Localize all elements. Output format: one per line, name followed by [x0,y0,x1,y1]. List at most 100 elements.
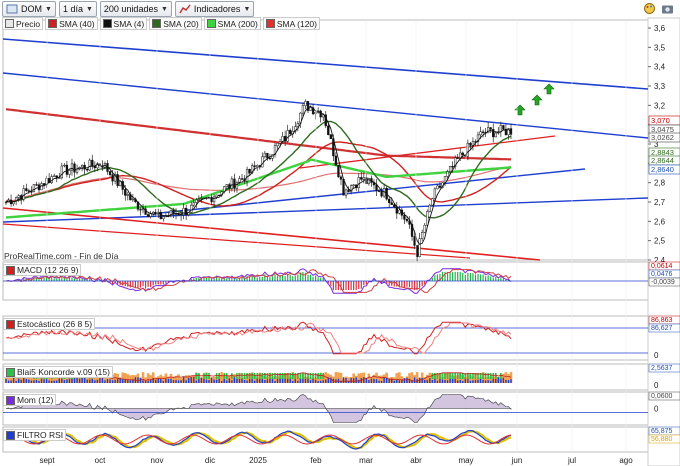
candle [80,164,84,168]
candle [329,134,332,139]
candle [35,184,38,186]
candle [86,169,89,171]
panel-tag-box [648,363,680,373]
candle [278,140,282,144]
interval-selector[interactable]: 1 día ▼ [58,1,97,17]
panel-axis-label: 0 [654,405,659,414]
candle [304,101,307,106]
legend-item[interactable]: SMA (20) [149,17,202,30]
candle [240,178,244,180]
panel-label[interactable]: MACD (12 26 9) [3,264,82,276]
month-label: may [458,456,473,465]
candle [388,198,391,203]
panel-label-text: Estocástico (26 8 5) [17,319,93,329]
momentum-area [5,394,512,423]
panel-label[interactable]: Estocástico (26 8 5) [3,318,96,330]
candle [91,159,94,167]
sma-200-green-line [5,158,512,219]
legend-item[interactable]: SMA (120) [262,17,320,30]
panel-label[interactable]: Mom (12) [3,394,57,406]
candle [276,143,279,146]
symbol-selector[interactable]: DOM ▼ [2,1,56,17]
candle [456,157,459,159]
legend-item[interactable]: SMA (40) [45,17,98,30]
units-label: 200 unidades [103,4,158,14]
panel-tag: 86,627 [651,325,673,332]
candle [162,216,165,220]
panel-label[interactable]: FILTRO RSI [3,429,67,441]
chevron-down-icon: ▼ [160,5,168,13]
candle [230,178,234,189]
panel-tag-box [648,391,680,401]
indicators-button[interactable]: Indicadores ▼ [174,1,255,17]
candle [454,157,457,167]
panel-axis-label: 0 [654,351,659,360]
legend: Precio SMA (40) SMA (4) SMA (20) SMA (200) SM… [2,17,320,30]
candle [375,184,378,192]
price-tick-label: 2,5 [654,237,666,246]
legend-label: SMA (20) [163,18,199,29]
panel-swatch [6,430,15,440]
price-panel-frame [2,19,649,261]
candle [377,190,381,192]
chevron-down-icon: ▼ [45,5,52,13]
candle [281,136,284,142]
candle [53,175,56,177]
panel-tag: 0,0476 [651,271,673,278]
candle [116,174,119,186]
candle [415,245,419,257]
candle [390,202,393,205]
candle [119,181,122,186]
month-label: dic [205,456,215,465]
indicators-icon [179,3,191,15]
panel-label[interactable]: Blai5 Koncorde v.09 (15) [3,366,113,378]
candle [215,194,218,198]
candle [466,142,470,157]
legend-item[interactable]: SMA (200) [203,17,261,30]
candle [108,171,112,175]
month-label: sept [39,456,55,465]
panel-tag: 86,863 [651,317,673,324]
candle [428,204,431,212]
candle [306,101,310,111]
macd-signal-line [6,269,512,293]
units-selector[interactable]: 200 unidades ▼ [99,1,172,17]
candle [42,183,46,186]
candle [448,166,452,172]
candle [141,208,145,211]
color-palette-icon[interactable] [643,2,656,15]
camera-icon[interactable] [661,2,674,15]
candle [22,188,25,200]
candle [311,107,315,115]
legend-label: SMA (120) [276,18,317,29]
trendline [299,135,556,169]
chevron-down-icon: ▼ [243,5,251,13]
legend-item[interactable]: Precio [2,17,44,30]
candle [487,127,490,134]
candle [426,211,429,226]
sma-120-line [5,165,512,202]
candle [360,177,363,180]
legend-item[interactable]: SMA (4) [99,17,148,30]
panel-label-text: Mom (12) [17,395,54,405]
price-tick-label: 3,6 [654,24,666,33]
candle [337,165,340,178]
candle [327,125,330,136]
rsi-filter-blue-line [5,429,512,450]
legend-swatch [206,19,216,28]
candle [380,191,383,197]
legend-swatch [102,19,112,28]
month-label: mar [359,456,373,465]
candle [192,202,195,206]
candle [27,190,30,192]
candle [339,176,343,180]
panel-tag: 56,880 [651,436,673,443]
candle [489,127,492,130]
price-tag: 3,0475 [651,125,674,134]
month-label: jun [511,456,523,465]
trendline [2,223,471,259]
candle [83,164,86,170]
candle [45,178,48,186]
